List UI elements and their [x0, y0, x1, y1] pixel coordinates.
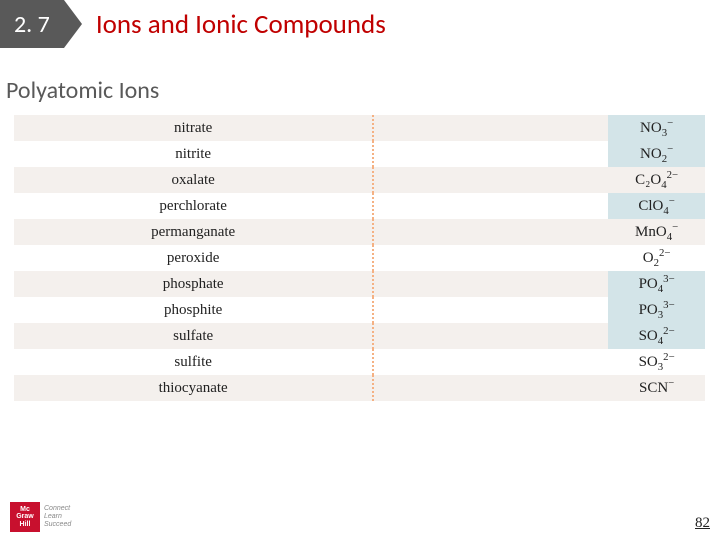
spacer-cell	[373, 271, 608, 297]
spacer-cell	[373, 323, 608, 349]
section-number: 2. 7	[14, 10, 50, 39]
ion-name: oxalate	[14, 167, 373, 193]
ion-name: sulfite	[14, 349, 373, 375]
ion-table-container: nitrateNO3−nitriteNO2−oxalateC₂O42−perch…	[14, 115, 706, 401]
ion-name: phosphite	[14, 297, 373, 323]
table-row: nitrite NO2−	[14, 141, 705, 167]
ion-formula: O22−	[608, 245, 705, 271]
ion-formula: NO2−	[608, 141, 705, 167]
spacer-cell	[373, 297, 608, 323]
spacer-cell	[373, 193, 608, 219]
ion-name: phosphate	[14, 271, 373, 297]
table-row: sulfite SO32−	[14, 349, 705, 375]
table-row: oxalate C₂O42−	[14, 167, 705, 193]
table-row: sulfate SO42−	[14, 323, 705, 349]
ion-name: permanganate	[14, 219, 373, 245]
ion-formula: SO42−	[608, 323, 705, 349]
ion-formula: SO32−	[608, 349, 705, 375]
spacer-cell	[373, 115, 608, 141]
publisher-logo-box: Mc Graw Hill	[10, 502, 40, 532]
ion-name: peroxide	[14, 245, 373, 271]
ion-name: thiocyanate	[14, 375, 373, 401]
spacer-cell	[373, 167, 608, 193]
table-row: phosphite PO33−	[14, 297, 705, 323]
spacer-cell	[373, 245, 608, 271]
spacer-cell	[373, 349, 608, 375]
table-row: peroxide O22−	[14, 245, 705, 271]
table-row: thiocyanate SCN−	[14, 375, 705, 401]
table-row: nitrate NO3−	[14, 115, 705, 141]
ion-name: nitrite	[14, 141, 373, 167]
ion-formula: SCN−	[608, 375, 705, 401]
slide-footer: Mc Graw Hill Connect Learn Succeed 82	[10, 502, 710, 532]
ion-formula: C₂O42−	[608, 167, 705, 193]
ion-table: nitrateNO3−nitriteNO2−oxalateC₂O42−perch…	[14, 115, 706, 401]
spacer-cell	[373, 141, 608, 167]
page-number: 82	[695, 515, 710, 532]
ion-name: nitrate	[14, 115, 373, 141]
chapter-title: Ions and Ionic Compounds	[96, 8, 386, 41]
ion-formula: PO43−	[608, 271, 705, 297]
table-row: perchlorate ClO4−	[14, 193, 705, 219]
ion-formula: ClO4−	[608, 193, 705, 219]
spacer-cell	[373, 219, 608, 245]
ion-name: perchlorate	[14, 193, 373, 219]
ion-name: sulfate	[14, 323, 373, 349]
slide-subtitle: Polyatomic Ions	[6, 76, 720, 105]
section-number-badge: 2. 7	[0, 0, 64, 48]
table-row: phosphate PO43−	[14, 271, 705, 297]
publisher-logo: Mc Graw Hill Connect Learn Succeed	[10, 502, 71, 532]
spacer-cell	[373, 375, 608, 401]
table-row: permanganate MnO4−	[14, 219, 705, 245]
slide-header: 2. 7 Ions and Ionic Compounds	[0, 0, 720, 48]
ion-formula: MnO4−	[608, 219, 705, 245]
ion-formula: PO33−	[608, 297, 705, 323]
ion-formula: NO3−	[608, 115, 705, 141]
publisher-tagline: Connect Learn Succeed	[44, 505, 71, 528]
